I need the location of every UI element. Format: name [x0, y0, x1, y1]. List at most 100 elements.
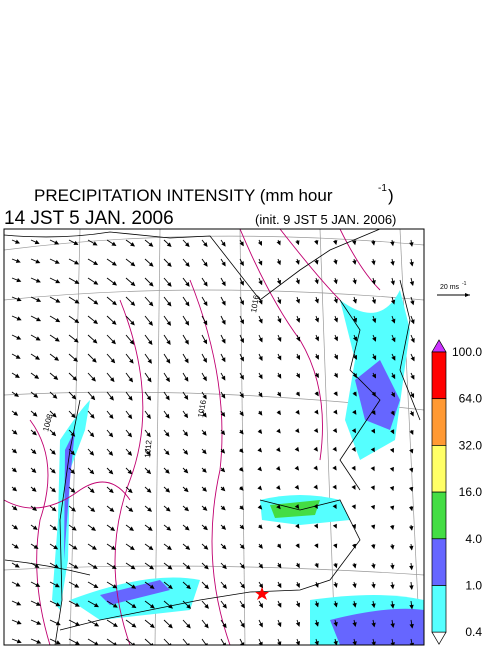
wind-arrowhead — [74, 299, 80, 304]
wind-arrowhead — [372, 336, 377, 342]
wind-arrowhead — [295, 409, 300, 415]
wind-arrowhead — [168, 623, 173, 629]
wind-arrowhead — [186, 584, 191, 590]
wind-arrowhead — [277, 299, 282, 305]
wind-arrowhead — [202, 339, 208, 345]
wind-arrowhead — [92, 564, 98, 569]
wind-arrowhead — [71, 394, 77, 400]
wind-arrowhead — [148, 320, 153, 326]
wind-arrowhead — [71, 526, 77, 531]
wind-arrowhead — [51, 412, 57, 418]
wind-arrowhead — [93, 260, 99, 266]
wind-arrowhead — [239, 524, 245, 530]
wind-arrowhead — [202, 506, 208, 511]
wind-arrowhead — [55, 317, 61, 323]
wind-arrowhead — [203, 320, 208, 326]
wind-arrowhead — [146, 469, 152, 475]
wind-arrowhead — [166, 340, 171, 345]
wind-arrowhead — [202, 376, 207, 382]
wind-arrowhead — [74, 279, 80, 284]
colorbar-segment — [431, 398, 447, 446]
wind-arrowhead — [258, 583, 264, 589]
wind-arrowhead — [36, 297, 42, 302]
wind-arrowhead — [51, 487, 56, 493]
wind-arrowhead — [129, 545, 135, 551]
wind-arrowhead — [108, 469, 114, 475]
wind-arrowhead — [71, 507, 76, 512]
wind-arrowhead — [221, 393, 226, 399]
wind-arrowhead — [390, 410, 395, 416]
wind-arrowhead — [149, 604, 155, 609]
wind-arrowhead — [333, 602, 338, 608]
wind-arrowhead — [220, 448, 226, 454]
wind-arrowhead — [93, 280, 99, 285]
wind-arrowhead — [75, 640, 80, 645]
wind-arrowhead — [371, 544, 376, 550]
wind-arrowhead — [276, 543, 282, 549]
wind-arrowhead — [15, 258, 21, 263]
wind-arrowhead — [295, 391, 300, 397]
wind-arrowhead — [111, 320, 117, 325]
wind-arrowhead — [371, 410, 376, 416]
wind-arrowhead — [220, 430, 226, 436]
wind-arrowhead — [313, 523, 319, 529]
wind-arrowhead — [186, 604, 192, 609]
wind-arrowhead — [240, 622, 245, 628]
colorbar-over — [431, 339, 447, 353]
colorbar-label: 0.4 — [465, 625, 482, 639]
wind-arrowhead — [220, 505, 226, 511]
wind-arrowhead — [276, 410, 281, 416]
wind-arrowhead — [352, 391, 357, 397]
wind-arrowhead — [90, 395, 96, 401]
wind-arrowhead — [93, 319, 98, 325]
wind-arrowhead — [370, 466, 375, 472]
wind-arrowhead — [277, 355, 282, 361]
wind-arrowhead — [72, 545, 78, 550]
wind-arrowhead — [240, 603, 245, 609]
wind-arrowhead — [55, 279, 61, 284]
wind-arrowhead — [146, 432, 151, 438]
wind-arrowhead — [239, 261, 244, 267]
wind-arrowhead — [371, 391, 376, 397]
wind-arrowhead — [32, 525, 38, 530]
wind-arrowhead — [238, 466, 244, 472]
wind-arrowhead — [258, 603, 263, 609]
wind-arrowhead — [221, 281, 226, 287]
wind-arrowhead — [221, 375, 226, 381]
wind-arrowhead — [389, 525, 395, 531]
wind-arrowhead — [110, 358, 116, 364]
wind-arrowhead — [131, 603, 137, 609]
wind-arrowhead — [333, 391, 338, 397]
wind-arrowhead — [408, 506, 414, 512]
wind-arrowhead — [129, 339, 135, 345]
wind-arrowhead — [202, 430, 207, 436]
wind-arrowhead — [409, 448, 414, 454]
wind-arrowhead — [333, 240, 338, 246]
wind-arrowhead — [12, 430, 18, 435]
wind-arrowhead — [221, 544, 227, 550]
wind-arrowhead — [112, 622, 118, 628]
wind-arrowhead — [15, 239, 21, 244]
wind-arrowhead — [203, 281, 208, 287]
wind-arrowhead — [34, 239, 40, 245]
wind-arrowhead — [74, 260, 80, 265]
wind-arrowhead — [239, 505, 244, 511]
wind-arrowhead — [314, 336, 320, 342]
wind-arrowhead — [276, 523, 281, 529]
wind-arrowhead — [149, 584, 155, 589]
wind-arrowhead — [333, 543, 338, 549]
isobar-lines — [4, 229, 381, 645]
wind-arrowhead — [257, 429, 263, 434]
wind-arrowhead — [185, 301, 190, 307]
wind-arrowhead — [333, 621, 338, 627]
wind-arrowhead — [314, 373, 319, 379]
wind-arrowhead — [109, 507, 115, 513]
wind-arrowhead — [130, 242, 136, 247]
wind-arrowhead — [333, 279, 338, 285]
wind-arrowhead — [391, 355, 396, 361]
wind-vectors — [11, 239, 415, 645]
colorbar-segment — [431, 445, 447, 493]
wind-arrowhead — [277, 337, 282, 342]
wind-arrowhead — [51, 450, 56, 455]
